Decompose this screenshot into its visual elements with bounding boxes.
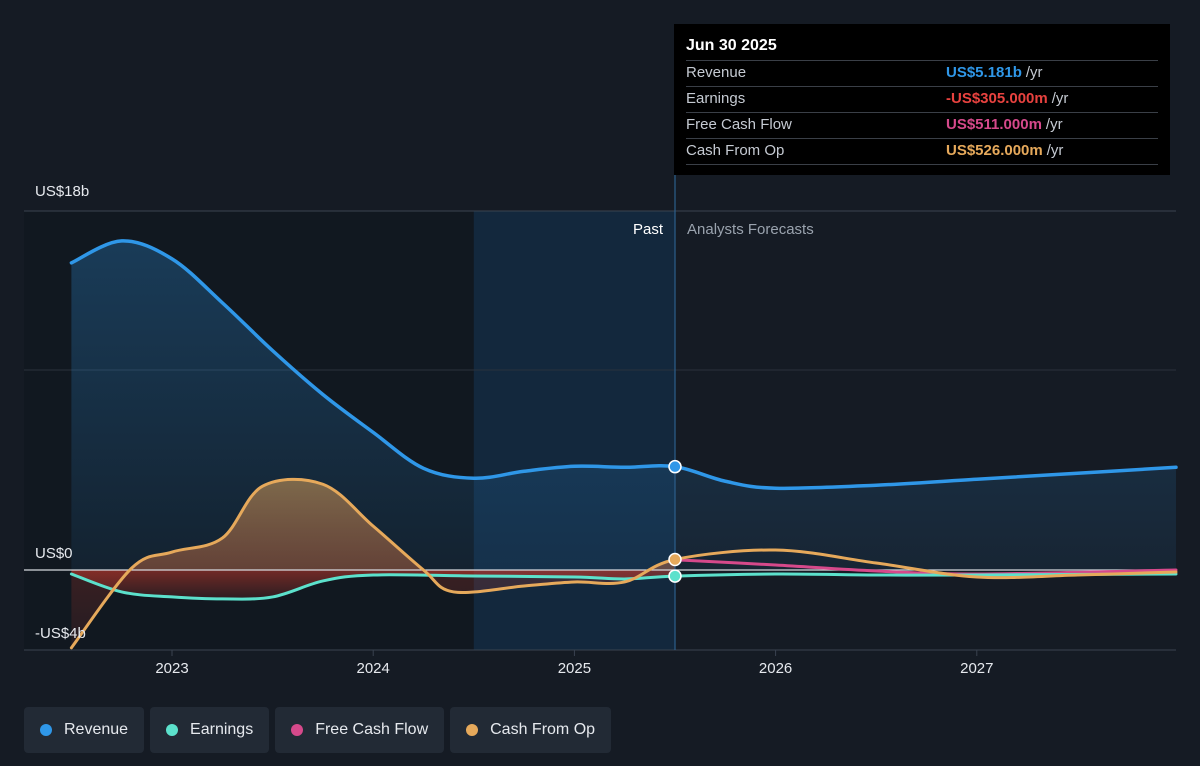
revenue-marker [668, 459, 682, 474]
tooltip-unit: /yr [1025, 64, 1043, 81]
x-axis-label: 2027 [960, 660, 993, 677]
legend-earnings[interactable]: Earnings [150, 707, 270, 753]
tooltip-unit: /yr [1046, 142, 1064, 159]
legend-label: Earnings [190, 721, 254, 738]
legend-label: Free Cash Flow [315, 721, 429, 738]
cash-from-op-positive-area [71, 479, 675, 570]
tooltip-value: US$511.000m [946, 116, 1042, 133]
tooltip-label: Revenue [686, 64, 747, 81]
legend-free-cash-flow[interactable]: Free Cash Flow [275, 707, 445, 753]
free-cash-flow-line [673, 558, 1178, 576]
legend-label: Revenue [64, 721, 129, 738]
legend-dot-icon [291, 724, 304, 736]
x-axis-label: 2026 [759, 660, 792, 677]
tooltip-unit: /yr [1045, 116, 1063, 133]
tooltip-date: Jun 30 2025 [686, 37, 777, 54]
tooltip-label: Earnings [686, 90, 746, 107]
forecast-label: Analysts Forecasts [687, 221, 814, 238]
tooltip-unit: /yr [1051, 90, 1069, 107]
tooltip-row-revenue: Revenue US$5.181b /yr [686, 60, 1158, 86]
tooltip-row-cash-from-op: Cash From Op US$526.000m /yr [686, 138, 1158, 165]
earnings-line [69, 572, 1178, 601]
x-axis-label: 2025 [558, 660, 591, 677]
legend-dot-icon [40, 724, 52, 736]
cash-from-op-line [69, 477, 1178, 650]
tooltip-row-free-cash-flow: Free Cash Flow US$511.000m /yr [686, 112, 1158, 138]
y-axis-label: US$18b [35, 183, 89, 200]
tooltip-label: Cash From Op [686, 142, 785, 159]
legend-revenue[interactable]: Revenue [24, 707, 145, 753]
y-axis-label: -US$4b [35, 625, 86, 642]
legend-cash-from-op[interactable]: Cash From Op [450, 707, 612, 753]
legend-dot-icon [466, 724, 479, 736]
x-axis-label: 2024 [357, 660, 390, 677]
chart-legend: Revenue Earnings Free Cash Flow Cash Fro… [24, 707, 612, 753]
x-axis-label: 2023 [155, 660, 188, 677]
tooltip-value: US$5.181b [946, 64, 1022, 81]
legend-dot-icon [166, 724, 179, 736]
legend-label: Cash From Op [490, 721, 596, 738]
tooltip-label: Free Cash Flow [686, 116, 792, 133]
past-label: Past [633, 221, 664, 238]
tooltip-value: US$526.000m [946, 142, 1043, 159]
revenue-area [71, 240, 1176, 570]
revenue-line [69, 239, 1178, 491]
earnings-marker [668, 569, 682, 583]
cash-from-op-marker [668, 552, 682, 567]
data-tooltip: Jun 30 2025 Revenue US$5.181b /yr Earnin… [674, 24, 1170, 175]
earnings-negative-area [71, 570, 675, 600]
y-axis-label: US$0 [35, 545, 73, 562]
tooltip-row-earnings: Earnings -US$305.000m /yr [686, 86, 1158, 112]
tooltip-value: -US$305.000m [946, 90, 1048, 107]
